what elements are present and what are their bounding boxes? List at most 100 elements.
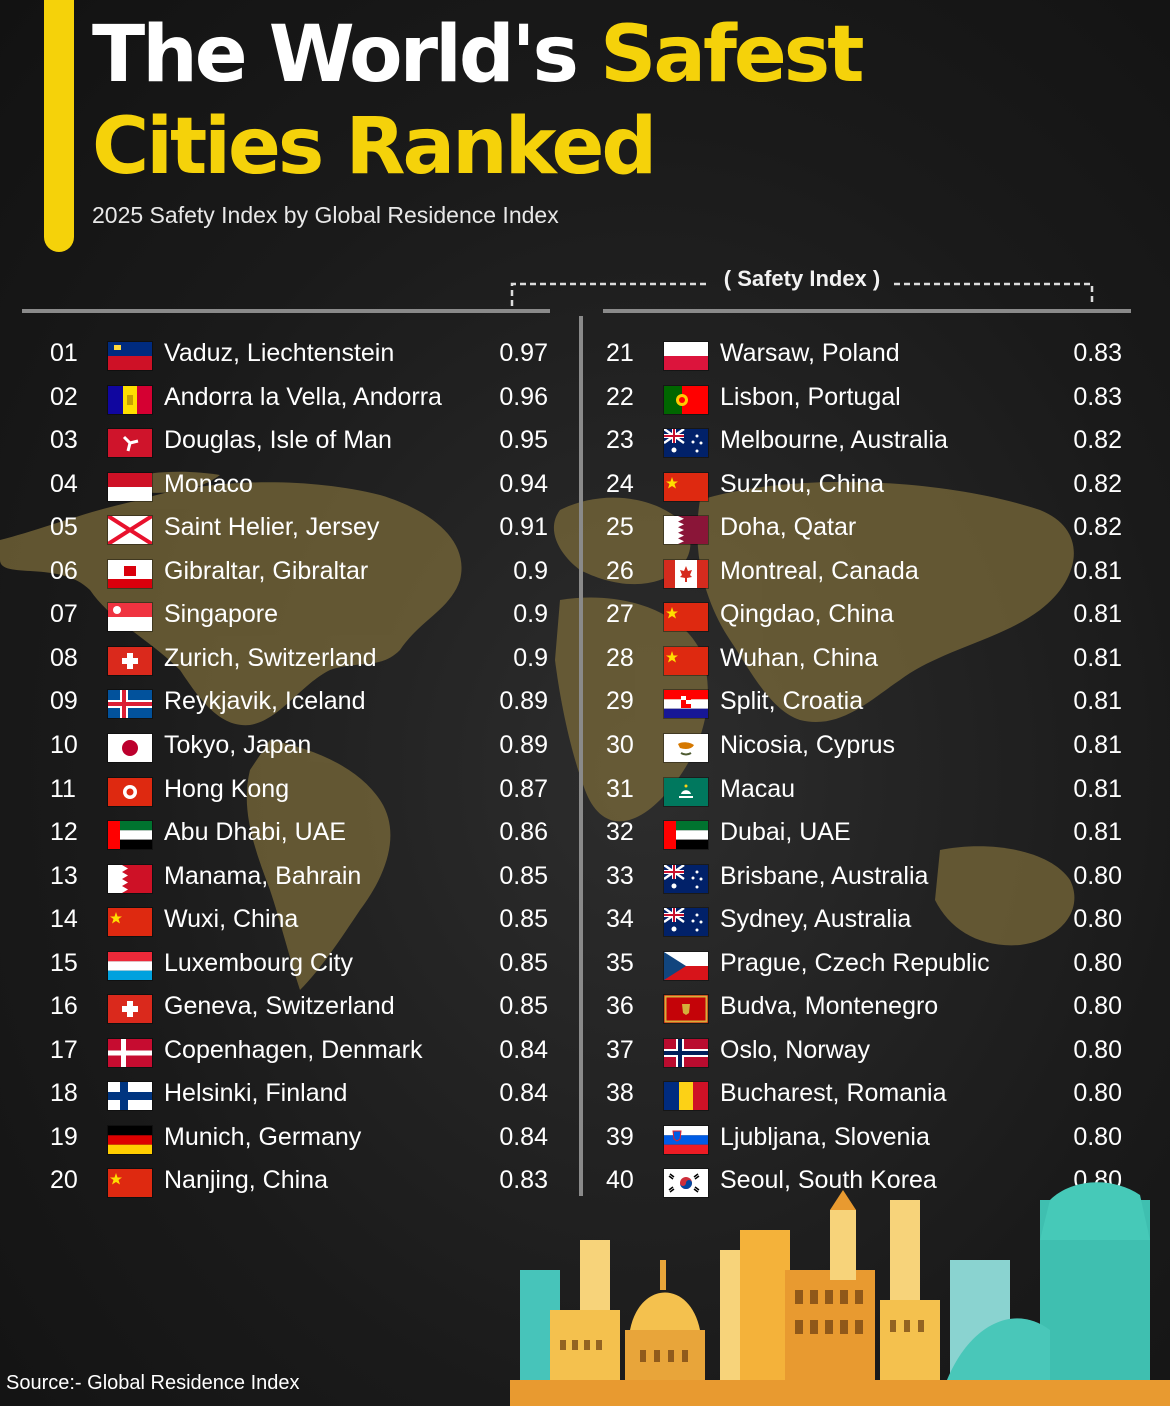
rank-number: 20	[50, 1166, 78, 1195]
ranking-row: 30 Nicosia, Cyprus 0.81	[590, 725, 1130, 769]
luxembourg-flag-icon	[108, 951, 152, 980]
rank-number: 09	[50, 687, 78, 716]
ranking-row: 09 Reykjavik, Iceland 0.89	[0, 681, 560, 725]
safety-score: 0.80	[1073, 948, 1122, 977]
jersey-flag-icon	[108, 516, 152, 545]
china-flag-icon	[664, 646, 708, 675]
ranking-row: 23 Melbourne, Australia 0.82	[590, 420, 1130, 464]
canada-flag-icon	[664, 559, 708, 588]
slovenia-flag-icon	[664, 1125, 708, 1154]
china-flag-icon	[108, 908, 152, 937]
germany-flag-icon	[108, 1125, 152, 1154]
singapore-flag-icon	[108, 603, 152, 632]
rank-number: 05	[50, 513, 78, 542]
safety-score: 0.9	[513, 643, 548, 672]
header-rule-left	[22, 309, 550, 313]
ranking-row: 04 Monaco 0.94	[0, 464, 560, 508]
ranking-row: 35 Prague, Czech Republic 0.80	[590, 943, 1130, 987]
ranking-row: 39 Ljubljana, Slovenia 0.80	[590, 1117, 1130, 1161]
rank-number: 10	[50, 730, 78, 759]
city-name: Hong Kong	[164, 774, 290, 803]
safety-score: 0.85	[499, 948, 548, 977]
denmark-flag-icon	[108, 1038, 152, 1067]
city-name: Zurich, Switzerland	[164, 643, 377, 672]
safety-score: 0.85	[499, 905, 548, 934]
page-title-line-1: The World's Safest	[92, 16, 865, 94]
australia-flag-icon	[664, 908, 708, 937]
safety-score: 0.91	[499, 513, 548, 542]
rank-number: 11	[50, 774, 76, 803]
city-name: Gibraltar, Gibraltar	[164, 556, 369, 585]
uae-flag-icon	[108, 821, 152, 850]
city-name: Prague, Czech Republic	[720, 948, 990, 977]
safety-score: 0.89	[499, 687, 548, 716]
header-rule-right	[603, 309, 1131, 313]
ranking-row: 05 Saint Helier, Jersey 0.91	[0, 507, 560, 551]
city-name: Ljubljana, Slovenia	[720, 1122, 930, 1151]
safety-score: 0.81	[1073, 818, 1122, 847]
australia-flag-icon	[664, 864, 708, 893]
croatia-flag-icon	[664, 690, 708, 719]
ranking-row: 14 Wuxi, China 0.85	[0, 899, 560, 943]
city-name: Nanjing, China	[164, 1166, 328, 1195]
safety-score: 0.81	[1073, 774, 1122, 803]
safety-score: 0.83	[1073, 339, 1122, 367]
isle-of-man-flag-icon	[108, 429, 152, 458]
safety-score: 0.80	[1073, 905, 1122, 934]
column-divider	[579, 316, 583, 1196]
romania-flag-icon	[664, 1082, 708, 1111]
rank-number: 12	[50, 818, 78, 847]
safety-score: 0.80	[1073, 1079, 1122, 1108]
rank-number: 02	[50, 382, 78, 411]
city-name: Saint Helier, Jersey	[164, 513, 380, 542]
rank-number: 03	[50, 426, 78, 455]
finland-flag-icon	[108, 1082, 152, 1111]
liechtenstein-flag-icon	[108, 342, 152, 370]
czech-flag-icon	[664, 951, 708, 980]
city-skyline-illustration	[510, 1182, 1170, 1406]
ranking-row: 18 Helsinki, Finland 0.84	[0, 1073, 560, 1117]
safety-score: 0.81	[1073, 556, 1122, 585]
rank-number: 26	[606, 556, 634, 585]
ranking-row: 06 Gibraltar, Gibraltar 0.9	[0, 551, 560, 595]
safety-score: 0.87	[499, 774, 548, 803]
safety-score: 0.84	[499, 1079, 548, 1108]
ranking-row: 33 Brisbane, Australia 0.80	[590, 856, 1130, 900]
city-name: Singapore	[164, 600, 278, 629]
ranking-row: 34 Sydney, Australia 0.80	[590, 899, 1130, 943]
monaco-flag-icon	[108, 472, 152, 501]
city-name: Warsaw, Poland	[720, 339, 900, 367]
ranking-row: 03 Douglas, Isle of Man 0.95	[0, 420, 560, 464]
safety-score: 0.89	[499, 730, 548, 759]
ranking-row: 07 Singapore 0.9	[0, 594, 560, 638]
ranking-row: 17 Copenhagen, Denmark 0.84	[0, 1030, 560, 1074]
ranking-row: 36 Budva, Montenegro 0.80	[590, 986, 1130, 1030]
safety-score: 0.95	[499, 426, 548, 455]
ranking-row: 08 Zurich, Switzerland 0.9	[0, 638, 560, 682]
rank-number: 32	[606, 818, 634, 847]
city-name: Seoul, South Korea	[720, 1166, 937, 1195]
ranking-row: 29 Split, Croatia 0.81	[590, 681, 1130, 725]
page-title-line-2: Cities Ranked	[92, 102, 657, 192]
rank-number: 30	[606, 730, 634, 759]
portugal-flag-icon	[664, 385, 708, 414]
rank-number: 39	[606, 1122, 634, 1151]
safety-score: 0.81	[1073, 643, 1122, 672]
china-flag-icon	[664, 603, 708, 632]
ranking-row: 27 Qingdao, China 0.81	[590, 594, 1130, 638]
qatar-flag-icon	[664, 516, 708, 545]
rank-number: 28	[606, 643, 634, 672]
rank-number: 25	[606, 513, 634, 542]
safety-score: 0.94	[499, 469, 548, 498]
andorra-flag-icon	[108, 385, 152, 414]
ranking-row: 32 Dubai, UAE 0.81	[590, 812, 1130, 856]
ranking-row: 01 Vaduz, Liechtenstein 0.97	[0, 333, 560, 377]
ranking-row: 15 Luxembourg City 0.85	[0, 943, 560, 987]
ranking-row: 10 Tokyo, Japan 0.89	[0, 725, 560, 769]
macau-flag-icon	[664, 777, 708, 806]
rank-number: 22	[606, 382, 634, 411]
ranking-row: 21 Warsaw, Poland 0.83	[590, 333, 1130, 377]
city-name: Wuxi, China	[164, 905, 299, 934]
safety-score: 0.85	[499, 992, 548, 1021]
